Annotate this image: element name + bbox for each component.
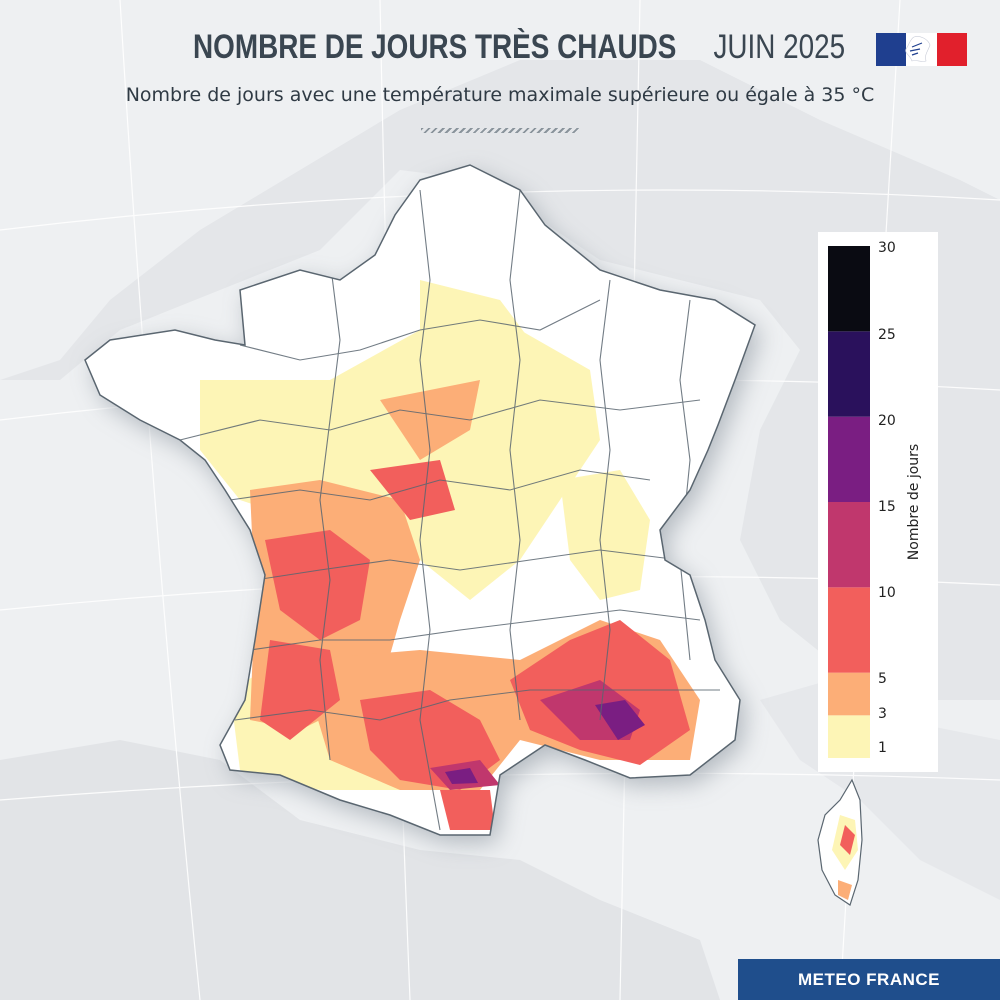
- legend-tick-25: 25: [878, 327, 896, 343]
- title-bold: NOMBRE DE JOURS TRÈS CHAUDS: [193, 28, 677, 66]
- france-mainland: [84, 164, 756, 836]
- legend-bin-20-25: [828, 331, 870, 417]
- page-title: NOMBRE DE JOURS TRÈS CHAUDS JUIN 2025: [0, 28, 1000, 67]
- zone-1-3-center: [200, 330, 600, 600]
- legend-tick-30: 30: [878, 240, 896, 256]
- neighbouring-land: [0, 60, 1000, 1000]
- legend-title: Nombre de jours: [906, 443, 922, 561]
- legend-bin-3-5: [828, 672, 870, 716]
- legend-bin-15-20: [828, 416, 870, 502]
- legend-tick-15: 15: [878, 499, 896, 515]
- zone-1-3-east: [560, 470, 650, 600]
- zone-5-10-aquitaine: [265, 530, 370, 640]
- page-subtitle: Nombre de jours avec une température max…: [125, 84, 875, 106]
- republic-logo-icon: [876, 33, 967, 66]
- meteo-france-banner: METEO FRANCE: [738, 959, 1000, 1000]
- zone-5-10-roussillon: [440, 790, 495, 830]
- zone-15-20-herault: [445, 768, 478, 784]
- zone-15-20-vaucluse: [595, 700, 645, 740]
- legend: 30 25 20 15 10 5 3 1 Nombre de jours: [818, 232, 938, 772]
- legend-bin-1-3: [828, 715, 870, 758]
- legend-tick-10: 10: [878, 585, 896, 601]
- zone-5-10-centre: [370, 460, 455, 520]
- decorative-divider: [421, 128, 579, 133]
- zone-3-5-center: [380, 380, 480, 460]
- legend-tick-5: 5: [878, 671, 887, 687]
- legend-bin-5-10: [828, 587, 870, 673]
- corsica: [817, 778, 863, 906]
- legend-color-bar: [828, 246, 870, 758]
- legend-bin-10-15: [828, 502, 870, 588]
- legend-tick-3: 3: [878, 706, 887, 722]
- legend-tick-1: 1: [878, 740, 887, 756]
- legend-bin-25-30: [828, 246, 870, 332]
- legend-tick-20: 20: [878, 413, 896, 429]
- zone-1-3-north: [420, 280, 530, 360]
- title-light: JUIN 2025: [713, 28, 846, 66]
